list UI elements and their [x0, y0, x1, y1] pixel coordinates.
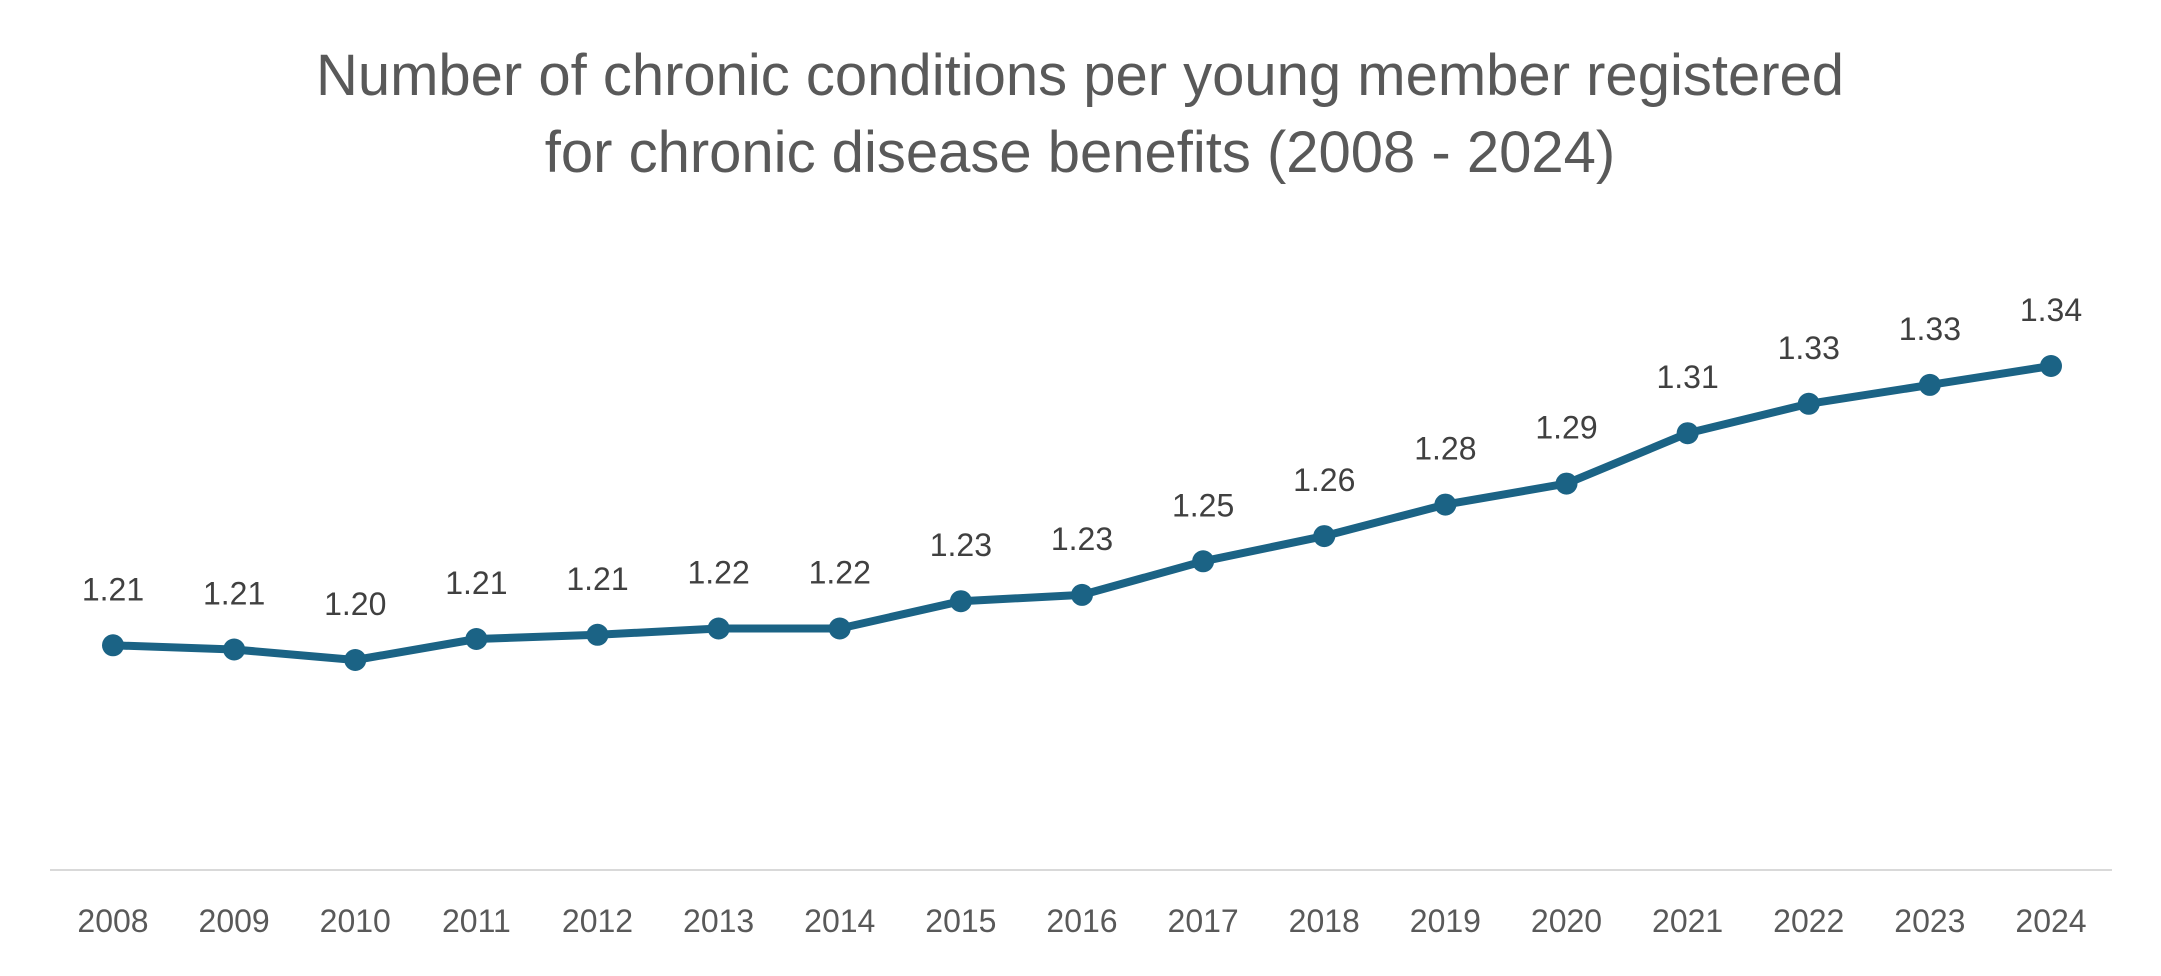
data-point-2020	[1555, 472, 1578, 495]
x-tick-label-2015: 2015	[925, 903, 996, 939]
series-line	[112, 362, 2052, 664]
x-tick-label-2011: 2011	[442, 903, 511, 939]
data-label-2015: 1.23	[930, 527, 992, 563]
data-point-2016	[1071, 583, 1093, 606]
x-tick-label-2014: 2014	[804, 903, 875, 939]
x-tick-label-2024: 2024	[2015, 903, 2086, 939]
chart-title-line-2: for chronic disease benefits (2008 - 202…	[545, 120, 1615, 185]
data-label-2021: 1.31	[1656, 359, 1718, 395]
data-point-2010	[344, 649, 367, 671]
data-point-2008	[102, 634, 124, 657]
data-label-2011: 1.21	[445, 565, 507, 601]
data-label-2009: 1.21	[203, 576, 265, 612]
data-point-2014	[828, 617, 851, 640]
data-point-2021	[1676, 422, 1699, 445]
data-point-2013	[707, 617, 730, 640]
x-tick-label-2012: 2012	[562, 903, 633, 939]
data-label-2019: 1.28	[1414, 431, 1476, 467]
data-label-2013: 1.22	[687, 555, 749, 591]
x-tick-label-2023: 2023	[1894, 903, 1965, 939]
data-label-2010: 1.20	[324, 586, 386, 622]
x-tick-label-2018: 2018	[1289, 903, 1360, 939]
data-label-2018: 1.26	[1293, 462, 1355, 498]
data-label-2008: 1.21	[82, 571, 144, 607]
data-point-2015	[949, 590, 972, 613]
x-tick-label-2008: 2008	[77, 903, 148, 939]
data-label-2017: 1.25	[1172, 487, 1234, 523]
data-label-2022: 1.33	[1778, 330, 1840, 366]
x-tick-label-2019: 2019	[1410, 903, 1481, 939]
x-tick-label-2020: 2020	[1531, 903, 1602, 939]
data-point-2011	[465, 628, 488, 650]
data-point-2012	[586, 623, 609, 646]
x-tick-label-2016: 2016	[1046, 903, 1117, 939]
data-point-2019	[1434, 493, 1457, 516]
data-point-2018	[1313, 525, 1336, 548]
data-point-2009	[223, 638, 246, 661]
data-label-2016: 1.23	[1051, 521, 1113, 557]
data-point-2017	[1192, 550, 1215, 573]
chart-title-line-1: Number of chronic conditions per young m…	[316, 43, 1844, 108]
data-label-2014: 1.22	[809, 555, 871, 591]
x-tick-label-2010: 2010	[320, 903, 391, 939]
data-point-2023	[1918, 373, 1941, 396]
x-tick-label-2021: 2021	[1652, 903, 1723, 939]
data-label-2023: 1.33	[1899, 311, 1961, 347]
x-tick-label-2022: 2022	[1773, 903, 1844, 939]
x-tick-label-2017: 2017	[1168, 903, 1239, 939]
data-label-2020: 1.29	[1535, 410, 1597, 446]
x-tick-label-2009: 2009	[199, 903, 270, 939]
x-tick-label-2013: 2013	[683, 903, 754, 939]
data-point-2022	[1797, 392, 1820, 415]
data-point-2024	[2040, 355, 2062, 377]
data-label-2024: 1.34	[2020, 292, 2082, 328]
data-label-2012: 1.21	[566, 561, 628, 597]
